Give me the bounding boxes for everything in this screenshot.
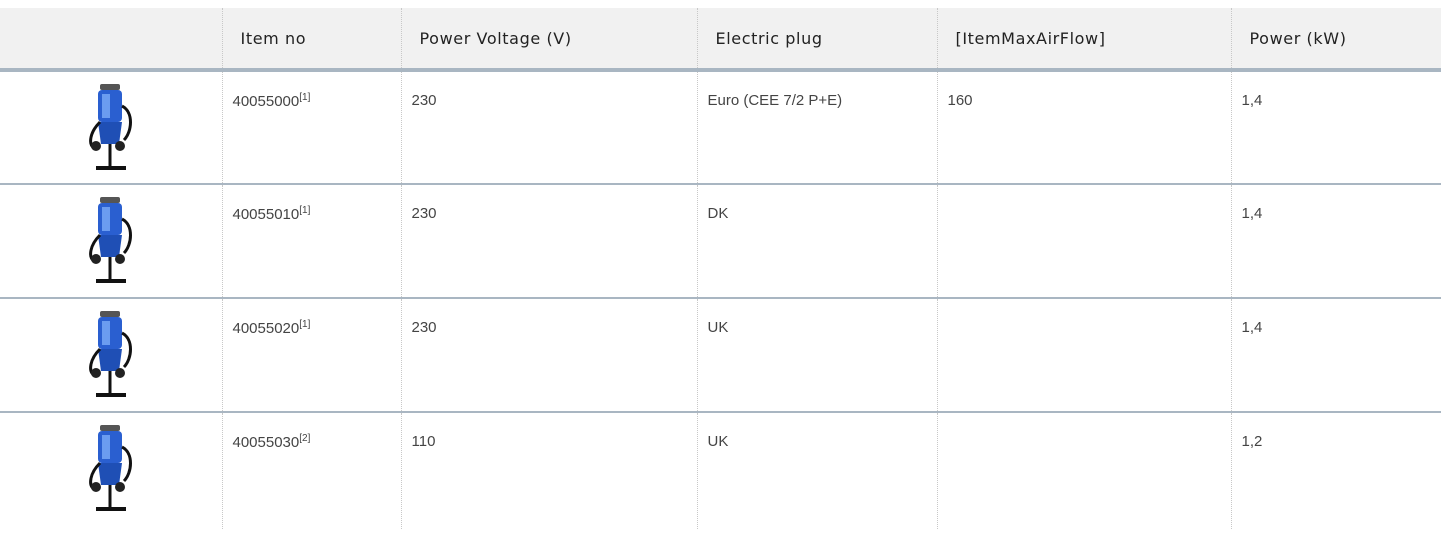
image-cell xyxy=(0,412,222,529)
power-cell: 1,4 xyxy=(1231,70,1441,184)
item-no-cell: 40055020[1] xyxy=(222,298,401,412)
item-no: 40055010 xyxy=(233,206,300,223)
item-no-cell: 40055030[2] xyxy=(222,412,401,529)
airflow-cell xyxy=(937,412,1231,529)
header-cell: [ItemMaxAirFlow] xyxy=(937,8,1231,70)
power: 1,2 xyxy=(1242,433,1263,450)
voltage: 230 xyxy=(412,319,437,336)
plug-cell: UK xyxy=(697,412,937,529)
header-cell xyxy=(0,8,222,70)
plug-cell: DK xyxy=(697,184,937,298)
voltage-cell: 230 xyxy=(401,184,697,298)
footnote-ref: [1] xyxy=(299,319,310,330)
footnote-ref: [1] xyxy=(299,205,310,216)
power: 1,4 xyxy=(1242,205,1263,222)
voltage: 110 xyxy=(412,433,436,450)
voltage: 230 xyxy=(412,205,437,222)
table-row: 40055000[1] 230 Euro (CEE 7/2 P+E) 160 1,4 xyxy=(0,70,1441,184)
table-row: 40055010[1] 230 DK 1,4 xyxy=(0,184,1441,298)
item-no: 40055020 xyxy=(233,320,300,337)
plug: UK xyxy=(708,433,729,450)
product-image xyxy=(86,195,136,287)
power-cell: 1,4 xyxy=(1231,298,1441,412)
power-cell: 1,2 xyxy=(1231,412,1441,529)
item-no-cell: 40055010[1] xyxy=(222,184,401,298)
header-cell: Item no xyxy=(222,8,401,70)
airflow: 160 xyxy=(948,92,973,109)
airflow-cell: 160 xyxy=(937,70,1231,184)
table-header: Item no Power Voltage (V) Electric plug … xyxy=(0,8,1441,70)
footnote-ref: [2] xyxy=(299,433,310,444)
plug-cell: Euro (CEE 7/2 P+E) xyxy=(697,70,937,184)
header-cell: Power Voltage (V) xyxy=(401,8,697,70)
header-cell: Power (kW) xyxy=(1231,8,1441,70)
plug: DK xyxy=(708,205,729,222)
product-image xyxy=(86,82,136,174)
image-cell xyxy=(0,298,222,412)
header-row: Item no Power Voltage (V) Electric plug … xyxy=(0,8,1441,70)
voltage-cell: 110 xyxy=(401,412,697,529)
image-cell xyxy=(0,70,222,184)
table-row: 40055030[2] 110 UK 1,2 xyxy=(0,412,1441,529)
plug: UK xyxy=(708,319,729,336)
airflow-cell xyxy=(937,298,1231,412)
voltage: 230 xyxy=(412,92,437,109)
power: 1,4 xyxy=(1242,92,1263,109)
footnote-ref: [1] xyxy=(299,92,310,103)
voltage-cell: 230 xyxy=(401,298,697,412)
item-no: 40055000 xyxy=(233,93,300,110)
power: 1,4 xyxy=(1242,319,1263,336)
product-image xyxy=(86,309,136,401)
plug: Euro (CEE 7/2 P+E) xyxy=(708,92,843,109)
table-row: 40055020[1] 230 UK 1,4 xyxy=(0,298,1441,412)
product-image xyxy=(86,423,136,515)
image-cell xyxy=(0,184,222,298)
product-table: Item no Power Voltage (V) Electric plug … xyxy=(0,8,1441,529)
item-no-cell: 40055000[1] xyxy=(222,70,401,184)
header-cell: Electric plug xyxy=(697,8,937,70)
plug-cell: UK xyxy=(697,298,937,412)
page: Item no Power Voltage (V) Electric plug … xyxy=(0,8,1441,541)
airflow-cell xyxy=(937,184,1231,298)
voltage-cell: 230 xyxy=(401,70,697,184)
item-no: 40055030 xyxy=(233,434,300,451)
power-cell: 1,4 xyxy=(1231,184,1441,298)
